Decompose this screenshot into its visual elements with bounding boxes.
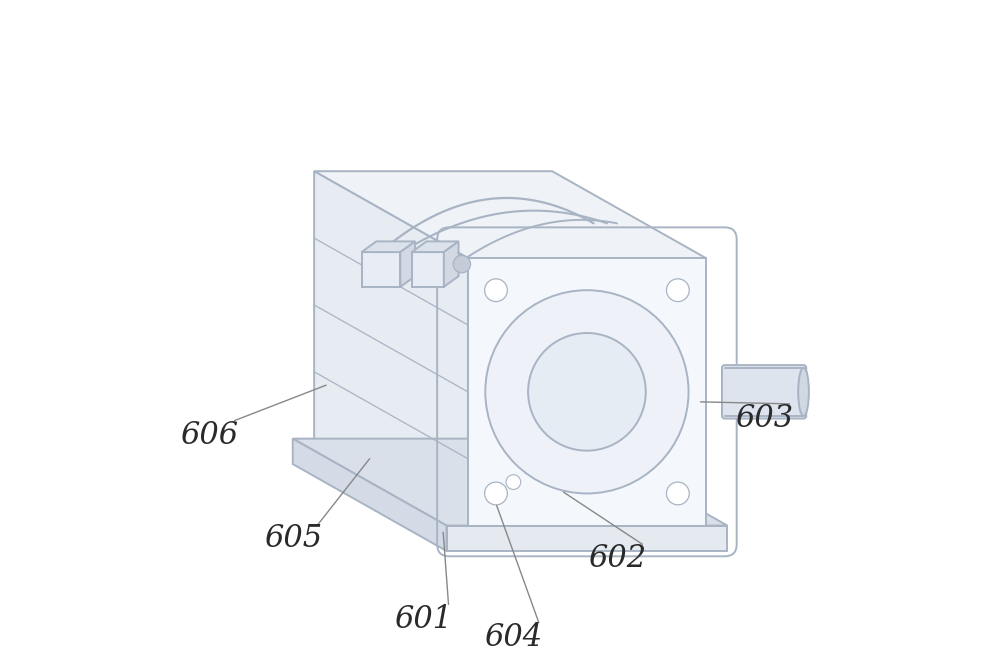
Polygon shape <box>314 172 468 525</box>
FancyBboxPatch shape <box>722 365 806 419</box>
Circle shape <box>506 475 521 490</box>
Circle shape <box>666 279 689 302</box>
Circle shape <box>485 482 507 505</box>
Polygon shape <box>468 258 706 525</box>
Polygon shape <box>362 241 415 252</box>
Text: 605: 605 <box>264 523 322 555</box>
Polygon shape <box>293 439 727 525</box>
Circle shape <box>485 290 689 494</box>
Circle shape <box>485 279 507 302</box>
Polygon shape <box>447 525 727 551</box>
Polygon shape <box>444 241 459 287</box>
Text: 602: 602 <box>588 543 646 574</box>
Text: 601: 601 <box>394 604 452 634</box>
Text: 603: 603 <box>735 403 793 434</box>
Polygon shape <box>314 172 706 258</box>
Polygon shape <box>293 439 447 551</box>
Text: 606: 606 <box>180 420 238 451</box>
Text: 604: 604 <box>484 622 542 653</box>
Ellipse shape <box>798 368 809 416</box>
Circle shape <box>453 255 471 273</box>
Polygon shape <box>412 241 459 252</box>
Polygon shape <box>400 241 415 287</box>
Circle shape <box>528 333 646 451</box>
Polygon shape <box>362 252 400 287</box>
Circle shape <box>666 482 689 505</box>
Polygon shape <box>412 252 444 287</box>
